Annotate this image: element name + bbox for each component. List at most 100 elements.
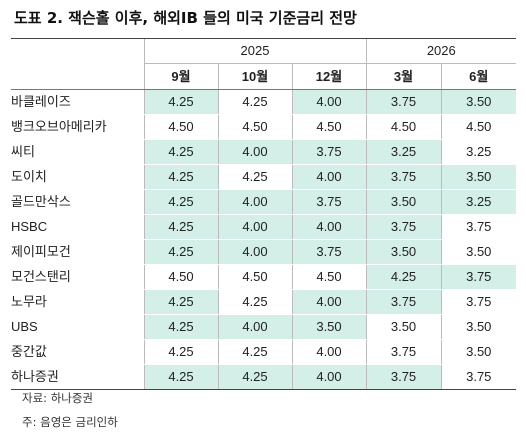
rate-cell: 4.00 [291,164,367,190]
source-note: 자료: 하나증권 [22,391,94,405]
year-2026: 2026 [365,39,517,64]
rate-cell: 4.25 [143,364,218,390]
rate-cell: 4.25 [217,339,292,365]
bank-name-cell: 씨티 [11,139,144,165]
rate-cell: 3.50 [440,239,517,265]
rate-cell: 3.25 [440,189,517,215]
table-row: 노무라 4.25 4.25 4.00 3.75 3.75 [11,289,517,315]
table-row: HSBC 4.25 4.00 4.00 3.75 3.75 [11,214,517,240]
table-row: 뱅크오브아메리카 4.50 4.50 4.50 4.50 4.50 [11,114,517,140]
table-row: 도이치 4.25 4.25 4.00 3.75 3.50 [11,164,517,190]
rate-cell: 4.25 [217,164,292,190]
shading-note: 주: 음영은 금리인하 [22,415,118,429]
corner-cell [11,39,144,64]
rate-cell: 3.75 [440,214,517,240]
bank-name-cell: 하나증권 [11,364,144,390]
rate-cell: 4.00 [217,214,292,240]
rate-cell: 3.75 [365,164,442,190]
rate-cell: 3.75 [365,289,442,315]
bank-name-cell: 모건스탠리 [11,264,144,290]
table-row: 하나증권 4.25 4.25 4.00 3.75 3.75 [11,364,517,390]
table-row: 씨티 4.25 4.00 3.75 3.25 3.25 [11,139,517,165]
rate-cell: 4.50 [365,114,442,140]
rate-cell: 3.75 [440,289,517,315]
rate-forecast-table: 2025 2026 9월 10월 12월 3월 6월 바클레이즈 4.25 4.25… [11,39,517,390]
rate-cell: 4.00 [291,364,367,390]
rate-cell: 4.00 [291,89,367,115]
rate-cell: 4.25 [217,364,292,390]
month-header: 9월 [143,63,218,90]
rate-cell: 3.50 [365,189,442,215]
rate-cell: 4.25 [143,189,218,215]
rate-cell: 4.50 [217,114,292,140]
rate-cell: 4.25 [143,214,218,240]
rate-cell: 4.50 [291,114,367,140]
rate-cell: 3.50 [440,339,517,365]
table-row: 모건스탠리 4.50 4.50 4.50 4.25 3.75 [11,264,517,290]
month-header: 3월 [365,63,442,90]
rate-cell: 4.50 [291,264,367,290]
table-row: 골드만삭스 4.25 4.00 3.75 3.50 3.25 [11,189,517,215]
rate-cell: 4.00 [291,339,367,365]
rate-cell: 4.25 [365,264,442,290]
table-row: 바클레이즈 4.25 4.25 4.00 3.75 3.50 [11,89,517,115]
rate-cell: 4.25 [143,289,218,315]
bank-name-cell: 도이치 [11,164,144,190]
top-rule [11,38,516,39]
rate-cell: 3.75 [365,214,442,240]
bank-name-cell: 뱅크오브아메리카 [11,114,144,140]
rate-cell: 3.50 [440,89,517,115]
corner-cell-2 [11,63,144,90]
rate-cell: 4.25 [143,164,218,190]
rate-cell: 3.75 [365,364,442,390]
bank-name-cell: 중간값 [11,339,144,365]
rate-cell: 4.25 [143,139,218,165]
bank-name-cell: 제이피모건 [11,239,144,265]
rate-cell: 4.50 [217,264,292,290]
rate-cell: 4.00 [217,189,292,215]
rate-cell: 3.50 [291,314,367,340]
rate-cell: 4.25 [143,339,218,365]
rate-cell: 3.75 [440,364,517,390]
rate-cell: 3.75 [365,339,442,365]
rate-cell: 4.25 [217,89,292,115]
bank-name-cell: 바클레이즈 [11,89,144,115]
table-row: UBS 4.25 4.00 3.50 3.50 3.50 [11,314,517,340]
table-row: 제이피모건 4.25 4.00 3.75 3.50 3.50 [11,239,517,265]
rate-cell: 3.25 [365,139,442,165]
rate-cell: 3.75 [365,89,442,115]
rate-cell: 3.75 [291,189,367,215]
rate-cell: 4.00 [291,289,367,315]
month-header-row: 9월 10월 12월 3월 6월 [11,63,517,90]
year-header-row: 2025 2026 [11,39,517,64]
rate-cell: 3.25 [440,139,517,165]
rate-cell: 4.00 [217,239,292,265]
month-header: 12월 [291,63,367,90]
bank-name-cell: 노무라 [11,289,144,315]
rate-cell: 4.25 [143,239,218,265]
table-row: 중간값 4.25 4.25 4.00 3.75 3.50 [11,339,517,365]
rate-cell: 3.75 [291,239,367,265]
rate-cell: 4.00 [291,214,367,240]
rate-cell: 3.50 [365,314,442,340]
rate-cell: 4.00 [217,139,292,165]
rate-cell: 4.50 [143,264,218,290]
rate-cell: 4.25 [143,89,218,115]
rate-cell: 4.50 [143,114,218,140]
table-title: 도표 2. 잭슨홀 이후, 해외IB 들의 미국 기준금리 전망 [14,9,357,27]
rate-cell: 3.50 [440,164,517,190]
year-2025: 2025 [143,39,367,64]
rate-cell: 3.50 [440,314,517,340]
rate-cell: 4.50 [440,114,517,140]
rate-cell: 3.75 [291,139,367,165]
rate-cell: 4.25 [143,314,218,340]
bank-name-cell: HSBC [11,214,144,240]
bank-name-cell: UBS [11,314,144,340]
rate-cell: 4.00 [217,314,292,340]
rate-cell: 3.75 [440,264,517,290]
rate-cell: 3.50 [365,239,442,265]
bank-name-cell: 골드만삭스 [11,189,144,215]
month-header: 6월 [440,63,517,90]
month-header: 10월 [217,63,292,90]
rate-cell: 4.25 [217,289,292,315]
